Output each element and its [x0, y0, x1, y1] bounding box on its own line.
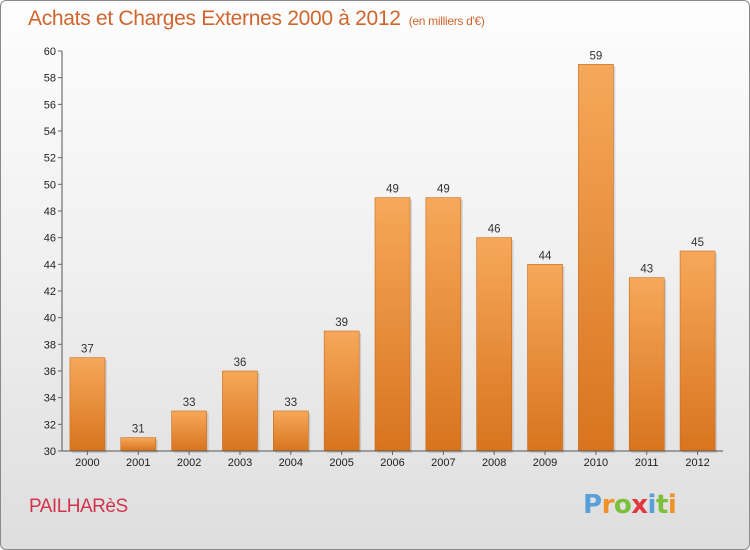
logo-letter: r — [601, 490, 615, 520]
x-tick-label: 2009 — [533, 457, 557, 469]
bar — [323, 330, 360, 452]
data-label: 37 — [81, 344, 94, 356]
bar — [425, 197, 462, 452]
data-label: 43 — [640, 264, 653, 276]
data-label: 45 — [691, 237, 704, 249]
x-tick-label: 2001 — [126, 457, 150, 469]
bars: 37 31 33 36 33 39 49 49 46 44 59 43 45 — [69, 50, 718, 453]
x-tick-label: 2012 — [685, 457, 709, 469]
data-label: 39 — [335, 317, 348, 329]
data-label: 44 — [539, 250, 552, 262]
y-tick-label: 54 — [44, 126, 56, 138]
x-tick-label: 2003 — [228, 457, 252, 469]
bar — [273, 410, 309, 452]
data-label: 33 — [183, 397, 196, 409]
x-tick-label: 2007 — [431, 457, 455, 469]
y-tick-label: 32 — [44, 419, 56, 431]
x-tick-label: 2004 — [279, 457, 303, 469]
chart-title-text: Achats et Charges Externes 2000 à 2012 — [28, 7, 401, 30]
bar — [628, 277, 665, 452]
bar — [476, 237, 512, 452]
x-tick-label: 2006 — [380, 457, 404, 469]
logo-letter: o — [613, 490, 632, 520]
data-label: 33 — [284, 397, 297, 409]
bar — [679, 250, 716, 452]
data-label: 46 — [488, 224, 501, 236]
x-tick-label: 2010 — [584, 457, 608, 469]
town-name: PAILHARèS — [29, 496, 128, 517]
data-label: 49 — [386, 184, 399, 196]
y-tick-label: 44 — [44, 259, 56, 271]
logo-letter: i — [667, 490, 677, 520]
data-label: 36 — [234, 357, 247, 369]
proxiti-logo: Proxiti — [583, 490, 677, 520]
x-tick-label: 2008 — [482, 457, 506, 469]
logo-letter: x — [631, 490, 648, 520]
y-tick-label: 48 — [44, 206, 56, 218]
bar — [374, 197, 411, 452]
chart-title: Achats et Charges Externes 2000 à 2012 (e… — [28, 7, 485, 31]
data-label: 49 — [437, 184, 450, 196]
y-tick-label: 60 — [44, 46, 56, 58]
x-tick-label: 2002 — [177, 457, 201, 469]
bar — [578, 64, 614, 452]
bar — [171, 410, 207, 452]
logo-letter: i — [647, 490, 657, 520]
y-tick-label: 42 — [44, 286, 56, 298]
bar — [69, 357, 106, 452]
y-tick-label: 34 — [44, 393, 56, 405]
data-label: 31 — [132, 424, 145, 436]
bar — [222, 370, 258, 452]
chart-subtitle: (en milliers d'€) — [408, 14, 485, 28]
bar — [120, 437, 157, 452]
y-tick-label: 58 — [44, 73, 56, 85]
y-tick-label: 46 — [44, 233, 56, 245]
logo-letter: t — [655, 490, 668, 520]
y-tick-label: 52 — [44, 153, 56, 165]
x-tick-label: 2011 — [635, 457, 659, 469]
axes: 2000 2001 2002 2003 2004 2005 2006 2007 2008 2009… — [44, 46, 723, 469]
logo-letter: P — [583, 490, 602, 520]
x-tick-label: 2005 — [329, 457, 353, 469]
data-label: 59 — [589, 50, 602, 62]
y-tick-label: 40 — [44, 313, 56, 325]
y-tick-label: 56 — [44, 99, 56, 111]
y-tick-label: 50 — [44, 179, 56, 191]
bar — [527, 264, 563, 452]
y-tick-label: 38 — [44, 339, 56, 351]
x-tick-label: 2000 — [75, 457, 99, 469]
y-tick-label: 36 — [44, 366, 56, 378]
y-tick-label: 30 — [44, 446, 56, 458]
